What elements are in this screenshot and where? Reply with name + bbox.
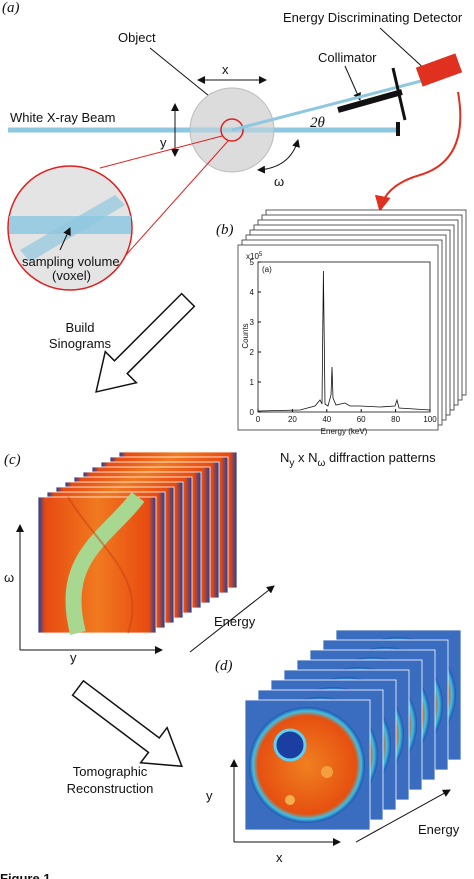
y-label: y (206, 788, 213, 803)
process-arrow (95, 292, 196, 393)
panel-label: (d) (215, 658, 233, 674)
caption-sub: y (289, 458, 294, 469)
y-tick-label: 4 (250, 288, 255, 297)
multiplier-base: x10 (246, 252, 259, 261)
footer: Figure 1 (0, 871, 51, 879)
pointer (344, 65, 361, 101)
y-axis-title: Counts (241, 323, 250, 348)
x-axis-title: Energy (keV) (321, 427, 368, 436)
y-label: y (70, 650, 77, 665)
collimator-label: Collimator (318, 50, 377, 65)
slice-disc (249, 707, 365, 823)
step-label: Reconstruction (67, 781, 154, 796)
panel-label: (b) (216, 222, 234, 238)
inclusion (285, 795, 295, 805)
y-tick-label: 1 (250, 378, 255, 387)
sinogram-stack (37, 451, 238, 636)
step-label: Tomographic (73, 764, 148, 779)
inclusion (321, 766, 333, 778)
step-label: Sinograms (49, 336, 112, 351)
pointer (379, 27, 429, 73)
spectrum: (a) Counts Energy (keV) x105 0 20 40 60 80 10… (241, 252, 437, 436)
detector-plate (391, 67, 407, 121)
y-tick-label: 5 (250, 258, 255, 267)
x-tick-label: 80 (391, 415, 400, 424)
diffracted-beam (231, 78, 426, 132)
panel-label: (c) (4, 452, 21, 468)
x-tick-label: 100 (423, 415, 437, 424)
rotation-arrow (257, 139, 300, 174)
sample-volume (220, 118, 244, 142)
pointer (59, 227, 71, 251)
caption-sub: ω (318, 458, 326, 469)
multiplier: x105 (246, 252, 263, 261)
pointer (149, 47, 215, 101)
inset-label: (a) (262, 265, 272, 274)
energy-arrow (189, 585, 275, 653)
zoom-line (99, 135, 223, 169)
voxel-label: (voxel) (52, 268, 91, 283)
y-tick-label: 0 (250, 408, 255, 417)
multiplier-exp: 5 (259, 252, 263, 258)
x-tick-label: 60 (357, 415, 366, 424)
detector-label: Energy Discriminating Detector (283, 10, 463, 25)
x-tick-label: 40 (322, 415, 331, 424)
inclusion (273, 728, 307, 762)
sinogram-trace (67, 496, 134, 634)
x-tick-label: 0 (256, 415, 261, 424)
beam-label: White X-ray Beam (10, 110, 115, 125)
x-label: x (222, 62, 229, 77)
y-tick-label: 3 (250, 318, 255, 327)
zoom-line (117, 140, 229, 265)
spectrum-line (257, 270, 431, 412)
zoom-diffracted (20, 195, 125, 262)
x-label: x (276, 850, 283, 865)
pattern-frame (237, 244, 439, 431)
energy-arrow (355, 789, 451, 843)
pattern-stack (237, 209, 467, 431)
x-tick-label: 20 (288, 415, 297, 424)
step-label: Build (66, 320, 95, 335)
caption-part: x N (294, 450, 317, 465)
y-tick-label: 2 (250, 348, 255, 357)
process-arrow (71, 679, 183, 768)
panel-label: (a) (2, 0, 20, 16)
omega-label: ω (4, 570, 14, 585)
caption: Ny x Nω diffraction patterns (280, 450, 436, 469)
sinogram (37, 496, 157, 634)
sinogram-trace (65, 492, 145, 636)
collimator (337, 89, 403, 113)
energy-label: Energy (214, 614, 256, 629)
caption-part: diffraction patterns (325, 450, 436, 465)
y-label: y (160, 135, 167, 150)
omega-label: ω (274, 174, 284, 189)
voxel-label: sampling volume (22, 254, 120, 269)
reconstruction-stack (244, 629, 462, 831)
beam-stop (396, 122, 400, 136)
angle-label: 2θ (310, 115, 326, 131)
energy-label: Energy (418, 822, 460, 837)
caption-part: N (280, 450, 289, 465)
signal-arrow (374, 91, 462, 212)
plot-frame (257, 261, 431, 413)
object-label: Object (118, 30, 156, 45)
detector (415, 53, 463, 87)
